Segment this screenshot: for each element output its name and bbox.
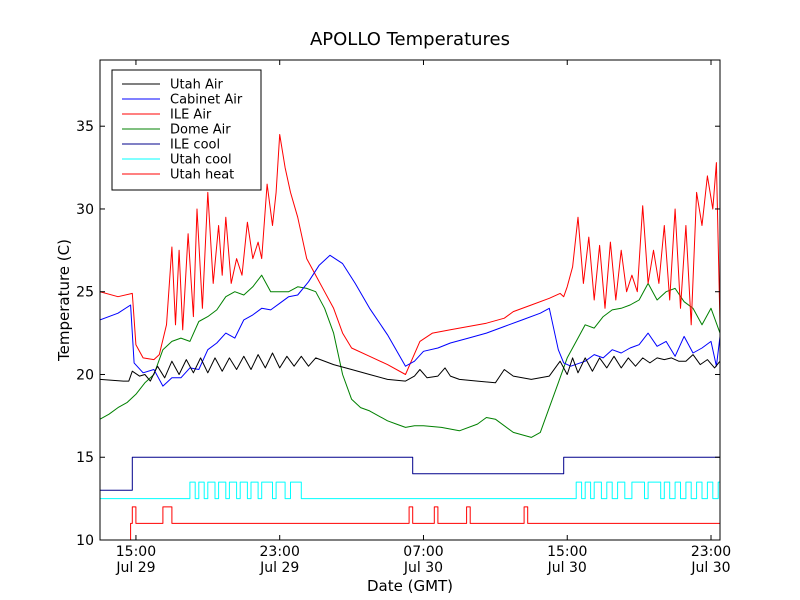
series-line-cabinet-air: [100, 254, 720, 387]
series-line-ile-air: [100, 134, 720, 375]
legend-label-dome-air: Dome Air: [170, 123, 231, 138]
plot-frame: [99, 59, 721, 541]
x-tick-label-date: Jul 29: [259, 560, 299, 576]
y-axis-label: Temperature (C): [55, 239, 73, 362]
legend-label-ile-air: ILE Air: [170, 108, 212, 123]
legend-label-utah-cool: Utah cool: [170, 153, 232, 168]
series-line-dome-air: [100, 274, 720, 438]
legend-label-utah-air: Utah Air: [170, 78, 223, 93]
x-tick-label-date: Jul 30: [403, 560, 443, 576]
x-tick-label-time: 15:00: [116, 544, 156, 560]
chart-title: APOLLO Temperatures: [310, 29, 510, 50]
y-tick-label: 10: [76, 533, 94, 549]
x-axis-label: Date (GMT): [367, 577, 453, 595]
x-tick-label-date: Jul 30: [547, 560, 587, 576]
y-tick-label: 20: [76, 367, 94, 383]
y-tick-label: 35: [76, 119, 94, 135]
x-tick-label-time: 15:00: [547, 544, 587, 560]
series-line-utah-air: [100, 352, 720, 384]
series-line-utah-heat: [130, 506, 720, 540]
x-tick-label-time: 23:00: [260, 544, 300, 560]
legend-label-cabinet-air: Cabinet Air: [170, 93, 243, 108]
y-tick-label: 25: [76, 285, 94, 301]
x-tick-label-time: 07:00: [403, 544, 443, 560]
x-tick-label-time: 23:00: [691, 544, 731, 560]
x-tick-label-date: Jul 29: [115, 560, 155, 576]
legend-label-utah-heat: Utah heat: [170, 168, 234, 183]
x-tick-label-date: Jul 30: [690, 560, 730, 576]
y-tick-label: 15: [76, 450, 94, 466]
series-line-utah-cool: [100, 481, 720, 500]
series-layer: [100, 134, 720, 540]
y-tick-label: 30: [76, 202, 94, 218]
legend-label-ile-cool: ILE cool: [170, 138, 220, 153]
series-line-ile-cool: [100, 456, 720, 491]
legend-frame: [111, 69, 262, 191]
